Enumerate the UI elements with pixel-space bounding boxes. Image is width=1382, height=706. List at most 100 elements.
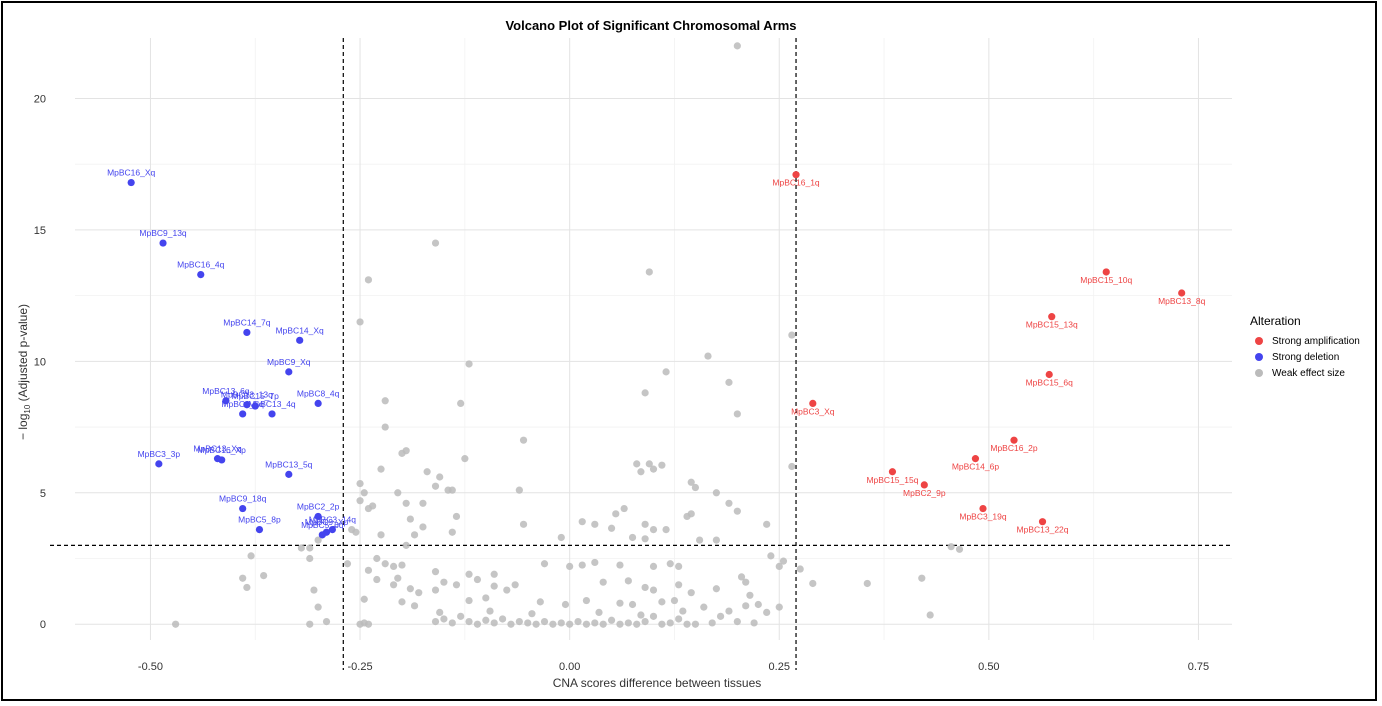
weak-point [431, 239, 440, 247]
point-label: MpBC15_7p [232, 391, 280, 401]
weak-point [507, 620, 515, 628]
y-axis-title: − log10 (Adjusted p-value) [16, 304, 32, 440]
amplification-point [1178, 289, 1186, 297]
weak-point [591, 558, 599, 567]
weak-point [377, 465, 385, 473]
weak-point [733, 410, 741, 418]
weak-point [394, 574, 402, 582]
x-tick-label: 0.50 [978, 661, 999, 673]
weak-point [306, 554, 314, 563]
weak-point [243, 583, 251, 592]
weak-point [566, 620, 574, 628]
point-label: MpBC8_4q [297, 388, 340, 398]
deletion-point [159, 239, 167, 247]
weak-point [670, 596, 679, 605]
weak-point [616, 599, 624, 607]
weak-point [955, 545, 964, 553]
point-label: MpBC9_Xq [267, 357, 311, 367]
point-label: MpBC13_6q [202, 386, 250, 396]
x-axis-title: CNA scores difference between tissues [553, 676, 762, 690]
weak-point [536, 598, 544, 606]
weak-point [503, 586, 511, 594]
weak-point [641, 617, 649, 626]
point-label: MpBC13_22q [1017, 525, 1069, 535]
weak-point [356, 497, 364, 505]
weak-point [381, 423, 389, 431]
weak-point [310, 586, 318, 594]
weak-point [436, 608, 444, 616]
weak-point [649, 465, 658, 473]
weak-point [591, 619, 599, 627]
legend: Alteration Strong amplification Strong d… [1250, 314, 1360, 379]
weak-point [616, 620, 624, 628]
y-tick-label: 5 [40, 488, 46, 500]
deletion-point [296, 336, 304, 344]
y-tick-label: 15 [34, 225, 46, 237]
weak-point [641, 535, 649, 543]
weak-point [616, 561, 624, 569]
weak-point [712, 585, 720, 593]
weak-point [666, 560, 674, 568]
weak-point [377, 531, 385, 539]
weak-point [448, 528, 456, 536]
legend-label-weak: Weak effect size [1272, 368, 1345, 379]
legend-label-amplification: Strong amplification [1272, 336, 1360, 347]
deletion-point [127, 178, 135, 187]
weak-point [620, 504, 628, 513]
weak-point [754, 600, 762, 609]
weak-point [645, 460, 653, 468]
amplification-point [920, 481, 928, 489]
weak-point [452, 581, 461, 589]
point-labels: MpBC16_1q MpBC3_Xq MpBC15_10q MpBC13_8q MpBC… [107, 168, 1206, 535]
weak-point [343, 560, 352, 568]
weak-point [381, 560, 389, 568]
point-label: MpBC9_Xp [305, 517, 349, 527]
point-label: MpBC3_Xq [791, 406, 835, 416]
deletion-point [218, 456, 226, 464]
weak-point [406, 515, 414, 523]
weak-point [356, 479, 364, 488]
point-label: MpBC13_8q [1158, 296, 1206, 306]
point-label: MpBC3_5q [221, 399, 264, 409]
weak-point [402, 541, 410, 549]
y-tick-label: 20 [34, 93, 46, 105]
weak-point [297, 544, 305, 552]
amplification-point [792, 171, 800, 179]
weak-point [637, 468, 645, 476]
weak-point [511, 581, 519, 589]
weak-point [419, 499, 427, 507]
weak-point [649, 562, 658, 570]
weak-point [683, 512, 691, 521]
weak-point [515, 617, 523, 626]
weak-point [436, 473, 444, 481]
point-label: MpBC13_13q [221, 390, 273, 400]
weak-point [398, 598, 406, 606]
legend-label-deletion: Strong deletion [1272, 352, 1339, 363]
point-label: MpBC3_14q [309, 515, 357, 525]
amplification-point [1048, 313, 1056, 321]
weak-point [775, 562, 783, 570]
weak-point [431, 586, 440, 594]
weak-point [172, 620, 180, 628]
weak-point [926, 611, 934, 619]
weak-point [398, 561, 406, 569]
deletion-point [314, 512, 322, 521]
weak-point [733, 617, 741, 626]
weak-point [519, 436, 528, 444]
weak-point [431, 617, 440, 626]
deletion-point [285, 368, 293, 376]
point-label: MpBC15_15q [866, 475, 918, 485]
weak-point [599, 578, 607, 586]
point-label: MpBC3_3p [138, 449, 181, 459]
weak-point [410, 531, 419, 539]
legend-swatch-amplification [1255, 337, 1263, 345]
weak-point [645, 268, 653, 276]
weak-point [637, 611, 645, 619]
deletion-point [222, 397, 230, 405]
weak-point [641, 583, 649, 592]
weak-point [578, 518, 586, 526]
weak-point [649, 612, 658, 620]
axis-ticks: -0.50 -0.25 0.00 0.25 0.50 0.75 0 5 10 15 20 [34, 93, 1209, 673]
weak-point [561, 600, 570, 609]
